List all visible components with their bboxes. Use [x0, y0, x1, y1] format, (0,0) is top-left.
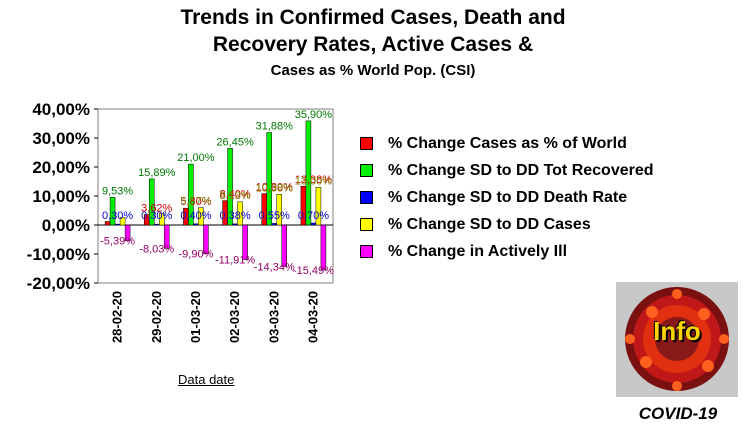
y-tick-label: 30,00%: [32, 129, 90, 148]
x-axis-label: Data date: [178, 372, 235, 387]
data-label: 8,40%: [219, 189, 250, 201]
data-label: 0,30%: [141, 210, 172, 222]
x-tick-label: 02-03-20: [227, 291, 242, 343]
legend-swatch: [360, 245, 373, 258]
legend-item: % Change SD to DD Death Rate: [360, 184, 654, 211]
data-label: 8,13%: [219, 190, 250, 202]
data-label: 5,80%: [180, 196, 211, 208]
data-label: 21,00%: [177, 152, 215, 164]
bar: [320, 224, 327, 271]
covid-caption: COVID-19: [638, 404, 718, 423]
y-tick-label: 0,00%: [42, 216, 90, 235]
bar: [310, 222, 317, 226]
data-label: -9,90%: [178, 249, 213, 261]
bar: [159, 213, 165, 226]
bar: [154, 223, 160, 226]
bar: [114, 223, 121, 226]
legend-item: % Change in Actively Ill: [360, 238, 654, 265]
bar: [104, 221, 111, 226]
legend-label: % Change in Actively Ill: [388, 242, 568, 260]
bar: [232, 223, 238, 226]
bar: [109, 197, 116, 226]
data-label: 0,38%: [219, 210, 250, 222]
data-label: -8,03%: [139, 243, 174, 255]
chart-title-line-2: Recovery Rates, Active Cases &: [212, 33, 534, 56]
bar: [271, 223, 277, 226]
data-label: -14,34%: [254, 262, 295, 274]
bar: [119, 217, 126, 226]
data-label: -5,39%: [100, 236, 135, 248]
bar: [203, 224, 209, 254]
x-tick-label: 04-03-20: [305, 291, 320, 343]
badge-text: Info: [653, 316, 701, 346]
data-label: 5,57%: [180, 196, 211, 208]
x-tick-label: 28-02-20: [110, 291, 125, 343]
bar: [266, 132, 272, 226]
legend-label: % Change SD to DD Cases: [388, 215, 591, 233]
data-label: 10,80%: [256, 182, 294, 194]
legend-swatch: [360, 137, 373, 150]
bar: [164, 224, 170, 249]
data-label: 13,00%: [295, 175, 333, 187]
data-label: 0,70%: [298, 210, 329, 222]
data-label: 13,38%: [295, 174, 333, 186]
y-tick-label: -10,00%: [27, 245, 90, 264]
legend-swatch: [360, 218, 373, 231]
bar: [227, 148, 233, 226]
data-label: 9,53%: [102, 185, 133, 197]
data-label: 0,40%: [180, 210, 211, 222]
data-label: 15,89%: [138, 167, 176, 179]
data-label: 10,38%: [256, 182, 294, 194]
legend-swatch: [360, 164, 373, 177]
covid-info-badge: Info: [616, 282, 738, 397]
bar: [124, 224, 131, 241]
x-tick-label: 01-03-20: [188, 291, 203, 343]
data-label: -15,49%: [293, 265, 334, 277]
bar: [237, 201, 243, 226]
y-tick-label: -20,00%: [27, 274, 90, 293]
bar: [305, 120, 312, 226]
bar: [188, 163, 194, 226]
bar: [281, 224, 287, 267]
legend-label: % Change SD to DD Tot Recovered: [388, 161, 654, 179]
chart-legend: % Change Cases as % of World % Change SD …: [360, 130, 654, 265]
legend-swatch: [360, 191, 373, 204]
legend-label: % Change Cases as % of World: [388, 134, 627, 152]
chart-subtitle: Cases as % World Pop. (CSI): [270, 62, 476, 79]
legend-item: % Change SD to DD Tot Recovered: [360, 157, 654, 184]
bar: [315, 187, 322, 226]
virus-icon: [616, 282, 738, 397]
y-tick-label: 10,00%: [32, 187, 90, 206]
bar: [242, 224, 248, 260]
x-tick-label: 29-02-20: [149, 291, 164, 343]
data-label: -11,91%: [215, 255, 255, 267]
x-tick-label: 03-03-20: [266, 291, 281, 343]
legend-item: % Change SD to DD Cases: [360, 211, 654, 238]
bar: [198, 207, 204, 226]
bar: [193, 223, 199, 226]
plot-area: [97, 108, 334, 284]
data-label: 0,55%: [259, 210, 290, 222]
data-label: 0,30%: [102, 210, 133, 222]
chart-title-line-1: Trends in Confirmed Cases, Death and: [180, 6, 566, 29]
y-tick-label: 40,00%: [32, 100, 90, 119]
data-label: 31,88%: [256, 121, 294, 133]
data-label: 26,45%: [216, 136, 254, 148]
legend-label: % Change SD to DD Death Rate: [388, 188, 628, 206]
data-label: 3,62%: [141, 203, 172, 215]
data-label: 35,90%: [295, 109, 333, 121]
y-tick-label: 20,00%: [32, 158, 90, 177]
bar: [149, 178, 155, 226]
bar: [276, 194, 282, 226]
legend-item: % Change Cases as % of World: [360, 130, 654, 157]
